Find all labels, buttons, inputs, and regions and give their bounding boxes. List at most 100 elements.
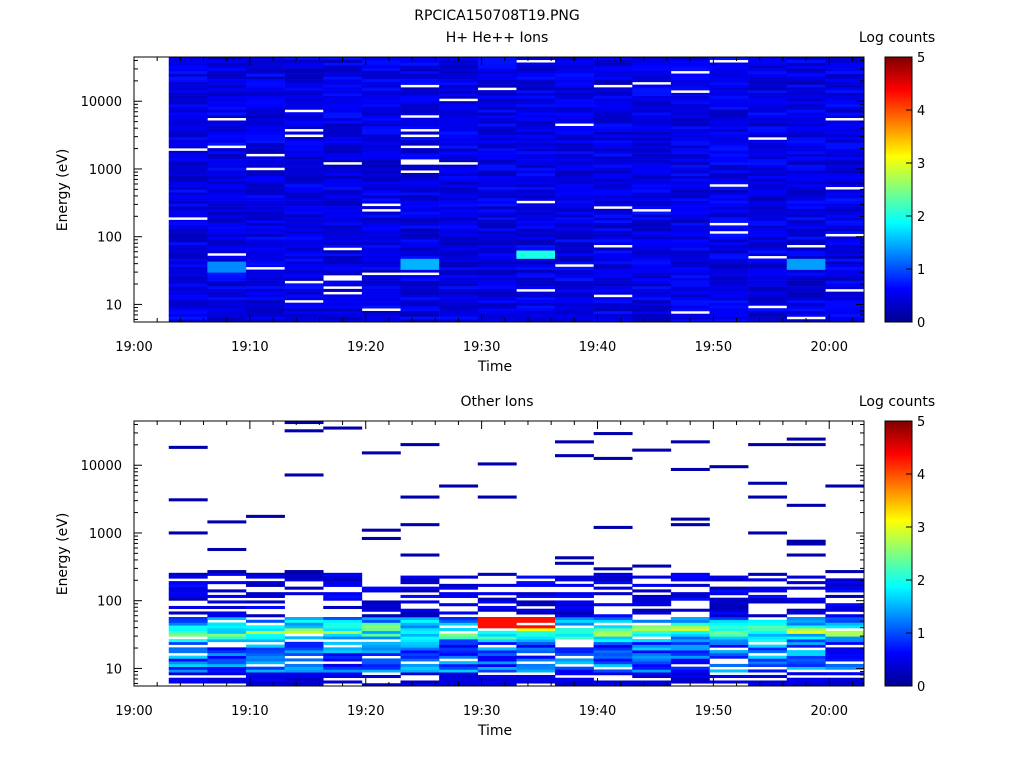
heatmap-cell bbox=[825, 272, 865, 276]
heatmap-cell bbox=[439, 217, 479, 221]
heatmap-cell bbox=[709, 145, 749, 149]
heatmap-cell bbox=[670, 255, 710, 259]
heatmap-cell bbox=[593, 95, 633, 99]
heatmap-cell bbox=[168, 658, 208, 662]
heatmap-cell bbox=[284, 170, 324, 174]
heatmap-cell bbox=[670, 616, 710, 621]
heatmap-cell bbox=[516, 95, 556, 99]
heatmap-cell bbox=[439, 310, 479, 315]
heatmap-cell bbox=[400, 299, 440, 303]
heatmap-cell bbox=[670, 192, 710, 196]
heatmap-cell bbox=[168, 666, 208, 670]
heatmap-cell bbox=[632, 123, 672, 127]
heatmap-cell bbox=[323, 228, 363, 232]
heatmap-cell bbox=[709, 208, 749, 212]
heatmap-cell bbox=[670, 661, 710, 665]
heatmap-cell bbox=[748, 120, 788, 124]
heatmap-cell bbox=[748, 633, 788, 637]
heatmap-cell bbox=[825, 62, 865, 66]
heatmap-cell bbox=[323, 148, 363, 152]
heatmap-cell bbox=[361, 269, 401, 273]
heatmap-cell bbox=[207, 139, 247, 143]
heatmap-cell bbox=[786, 131, 826, 135]
heatmap-cell bbox=[284, 252, 324, 257]
heatmap-cell bbox=[555, 266, 594, 270]
heatmap-cell bbox=[670, 84, 710, 88]
heatmap-cell bbox=[400, 672, 440, 676]
heatmap-cell bbox=[709, 578, 749, 582]
heatmap-cell bbox=[632, 647, 672, 651]
heatmap-cell bbox=[555, 70, 594, 74]
heatmap-cell bbox=[670, 195, 710, 199]
heatmap-cell bbox=[168, 81, 208, 85]
heatmap-cell bbox=[593, 302, 633, 306]
heatmap-cell bbox=[632, 302, 672, 306]
heatmap-cell bbox=[593, 288, 633, 292]
heatmap-cell bbox=[168, 247, 208, 251]
heatmap-cell bbox=[593, 159, 633, 163]
heatmap-cell bbox=[786, 241, 826, 246]
heatmap-cell bbox=[825, 241, 865, 246]
heatmap-cell bbox=[323, 150, 363, 154]
heatmap-cell bbox=[516, 81, 556, 85]
heatmap-cell bbox=[516, 76, 556, 80]
heatmap-cell bbox=[323, 641, 363, 645]
heatmap-cell bbox=[786, 443, 826, 447]
heatmap-cell bbox=[670, 233, 710, 237]
heatmap-cell bbox=[168, 92, 208, 96]
heatmap-cell bbox=[246, 106, 285, 110]
heatmap-cell bbox=[477, 114, 517, 119]
heatmap-cell bbox=[168, 203, 208, 207]
heatmap-cell bbox=[477, 291, 517, 295]
heatmap-cell bbox=[246, 299, 285, 303]
heatmap-cell bbox=[207, 636, 247, 640]
heatmap-cell bbox=[593, 286, 633, 290]
heatmap-cell bbox=[477, 252, 517, 257]
heatmap-cell bbox=[748, 594, 788, 598]
heatmap-cell bbox=[632, 644, 672, 648]
heatmap-cell bbox=[400, 167, 440, 171]
heatmap-cell bbox=[439, 92, 479, 96]
heatmap-cell bbox=[168, 294, 208, 298]
heatmap-cell bbox=[246, 633, 285, 637]
heatmap-cell bbox=[632, 159, 672, 163]
heatmap-cell bbox=[555, 206, 594, 210]
heatmap-cell bbox=[477, 84, 517, 88]
heatmap-cell bbox=[246, 76, 285, 80]
heatmap-cell bbox=[748, 70, 788, 74]
heatmap-cell bbox=[400, 120, 440, 124]
heatmap-cell bbox=[786, 625, 826, 629]
heatmap-cell bbox=[207, 272, 247, 276]
heatmap-cell bbox=[323, 647, 363, 651]
heatmap-cell bbox=[709, 310, 749, 315]
heatmap-cell bbox=[439, 87, 479, 91]
heatmap-cell bbox=[709, 192, 749, 196]
heatmap-cell bbox=[400, 59, 440, 63]
heatmap-cell bbox=[516, 68, 556, 72]
heatmap-cell bbox=[168, 167, 208, 171]
heatmap-cell bbox=[748, 258, 788, 262]
heatmap-cell bbox=[400, 663, 440, 667]
heatmap-cell bbox=[400, 137, 440, 141]
heatmap-cell bbox=[825, 203, 865, 207]
heatmap-cell bbox=[168, 572, 208, 576]
heatmap-cell bbox=[670, 167, 710, 171]
heatmap-cell bbox=[439, 239, 479, 243]
heatmap-cell bbox=[825, 252, 865, 257]
heatmap-cell bbox=[670, 164, 710, 168]
heatmap-cell bbox=[323, 264, 363, 268]
heatmap-cell bbox=[361, 126, 401, 130]
heatmap-cell bbox=[400, 250, 440, 254]
heatmap-cell bbox=[516, 148, 556, 152]
heatmap-cell bbox=[670, 112, 710, 116]
heatmap-cell bbox=[593, 275, 633, 279]
heatmap-cell bbox=[748, 109, 788, 113]
heatmap-cell bbox=[323, 101, 363, 105]
heatmap-cell bbox=[168, 275, 208, 279]
heatmap-cell bbox=[361, 666, 401, 670]
heatmap-cell bbox=[825, 299, 865, 303]
heatmap-cell bbox=[207, 628, 247, 632]
heatmap-cell bbox=[516, 639, 556, 643]
heatmap-cell bbox=[825, 128, 865, 132]
heatmap-cell bbox=[748, 280, 788, 284]
